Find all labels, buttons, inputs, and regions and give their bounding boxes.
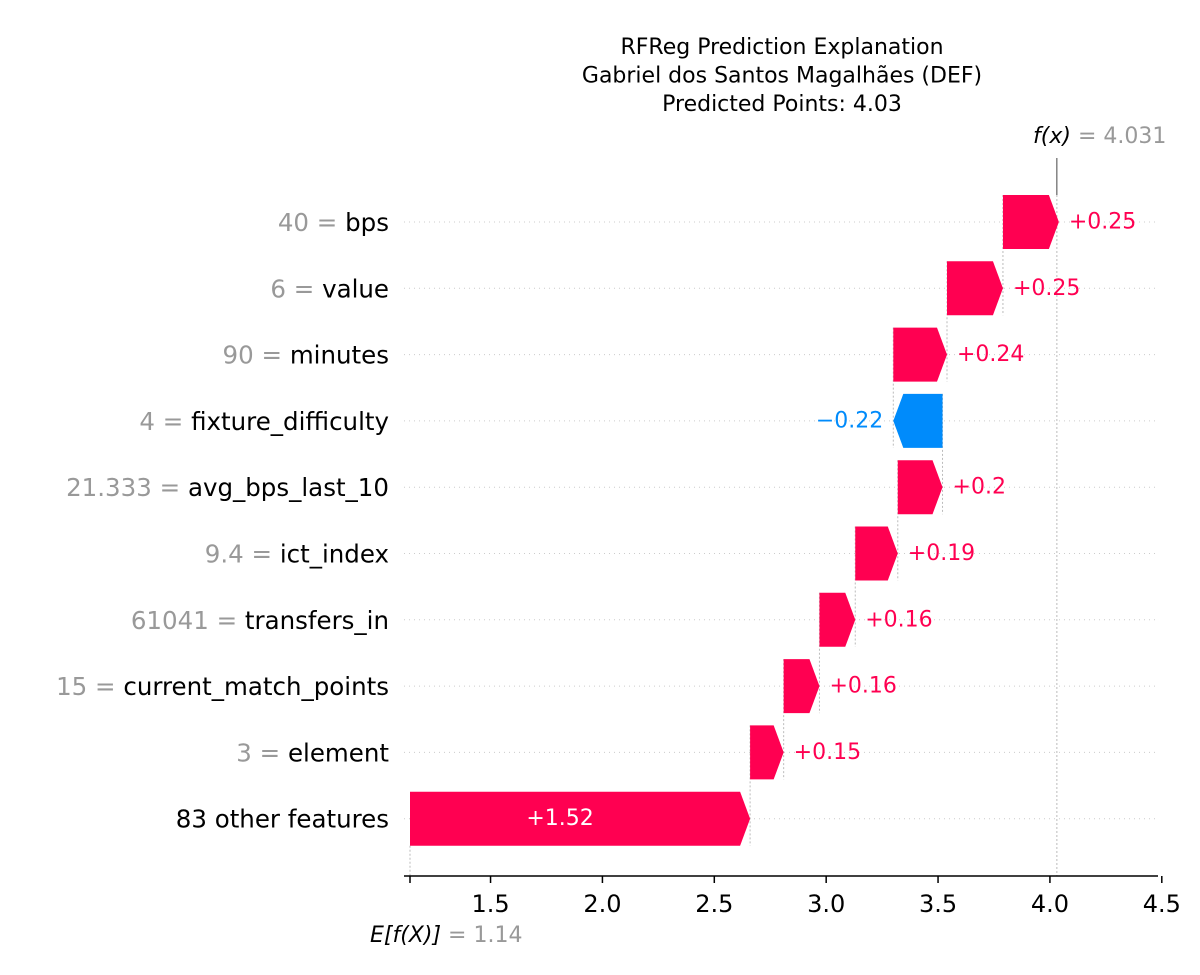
feature-value: 9.4 =: [205, 539, 280, 568]
feature-label: 6 = value: [270, 274, 389, 303]
feature-label: 3 = element: [236, 738, 389, 767]
feature-label: 15 = current_match_points: [56, 672, 389, 701]
x-tick-label: 2.5: [695, 890, 733, 918]
contribution-label: +0.25: [1069, 210, 1136, 235]
base-label: E[f(X)]: [370, 923, 448, 948]
feature-name: transfers_in: [245, 605, 389, 634]
feature-value: 3 =: [236, 738, 288, 767]
feature-name: minutes: [290, 340, 389, 369]
bar-bps: [1003, 195, 1059, 249]
feature-value: 4 =: [139, 406, 191, 435]
title-line-1: RFReg Prediction Explanation: [620, 35, 943, 60]
contribution-label: +1.52: [526, 806, 593, 831]
feature-label: 90 = minutes: [223, 340, 389, 369]
bar-ict-index: [855, 527, 898, 581]
base-value-annotation: E[f(X)] = 1.14: [370, 923, 522, 948]
output-label: f(x): [1033, 124, 1078, 149]
feature-value: 15 =: [56, 672, 123, 701]
feature-name: ict_index: [280, 539, 389, 568]
base-value: = 1.14: [448, 923, 522, 948]
contribution-bars: +0.25 +0.25 +0.24 −0.22 +0.2 +0.19 +0.16 +0.16 +…: [410, 195, 1136, 846]
x-tick-label: 4.5: [1143, 890, 1181, 918]
title-line-3: Predicted Points: 4.03: [662, 92, 902, 117]
bar-transfers-in: [819, 593, 855, 647]
contribution-label: −0.22: [816, 408, 883, 433]
title-line-2: Gabriel dos Santos Magalhães (DEF): [582, 64, 982, 89]
contribution-label: +0.25: [1013, 276, 1080, 301]
feature-value: 61041 =: [131, 605, 245, 634]
x-tick-label: 3.5: [919, 890, 957, 918]
feature-name: avg_bps_last_10: [188, 473, 389, 502]
feature-label: 21.333 = avg_bps_last_10: [66, 473, 389, 502]
contribution-label: +0.16: [865, 607, 932, 632]
bar-avg-bps-last-10: [898, 460, 943, 514]
feature-name: bps: [345, 208, 389, 237]
feature-label: 9.4 = ict_index: [205, 539, 389, 568]
feature-label: 4 = fixture_difficulty: [139, 406, 389, 435]
feature-labels: 40 = bps 6 = value 90 = minutes 4 = fixture…: [56, 208, 389, 834]
output-value-annotation: f(x) = 4.031: [1033, 124, 1166, 149]
chart-title: RFReg Prediction Explanation Gabriel dos …: [582, 35, 982, 117]
bar-fixture-difficulty: [893, 394, 942, 448]
bar-value: [947, 261, 1003, 315]
feature-label: 40 = bps: [278, 208, 389, 237]
feature-name: fixture_difficulty: [191, 406, 389, 435]
x-tick-label: 4.0: [1031, 890, 1069, 918]
contribution-label: +0.16: [829, 674, 896, 699]
feature-value: 21.333 =: [66, 473, 188, 502]
bar-element: [750, 725, 784, 779]
feature-label: 83 other features: [176, 804, 389, 833]
feature-value: 90 =: [223, 340, 290, 369]
feature-name: value: [322, 274, 389, 303]
contribution-label: +0.15: [794, 740, 861, 765]
feature-name: current_match_points: [123, 672, 389, 701]
feature-label: 61041 = transfers_in: [131, 605, 389, 634]
contribution-label: +0.19: [908, 541, 975, 566]
row-gridlines: [404, 222, 1158, 819]
feature-name: 83 other features: [176, 804, 389, 833]
contribution-label: +0.2: [953, 475, 1006, 500]
x-axis: 1.5 2.0 2.5 3.0 3.5 4.0 4.5: [404, 876, 1181, 918]
bar-current-match-points: [784, 659, 820, 713]
output-value: = 4.031: [1078, 124, 1166, 149]
contribution-label: +0.24: [957, 342, 1024, 367]
feature-name: element: [288, 738, 389, 767]
feature-value: 40 =: [278, 208, 345, 237]
x-tick-label: 3.0: [807, 890, 845, 918]
bar-minutes: [893, 328, 947, 382]
x-tick-label: 1.5: [471, 890, 509, 918]
x-tick-label: 2.0: [583, 890, 621, 918]
feature-value: 6 =: [270, 274, 322, 303]
